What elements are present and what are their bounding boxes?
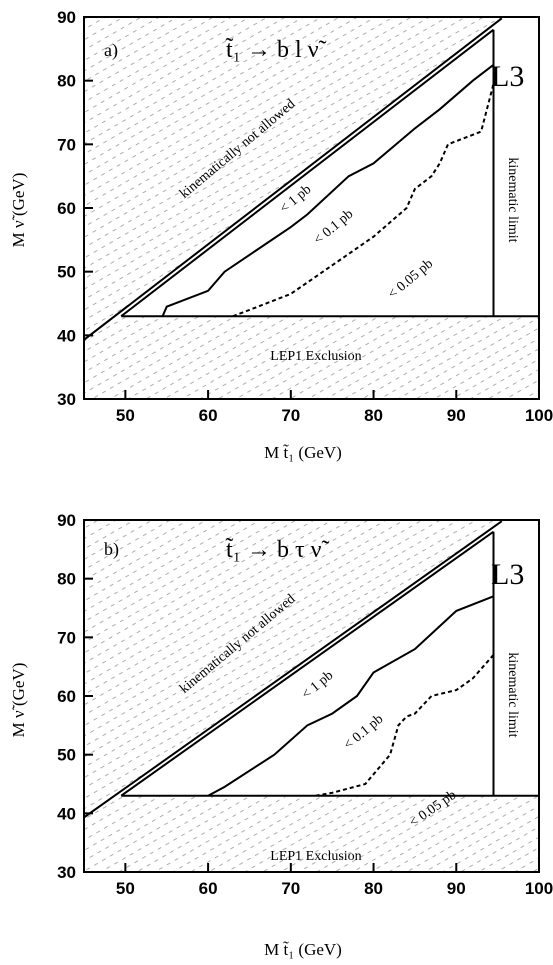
- lep1-exclusion-label: LEP1 Exclusion: [270, 349, 361, 364]
- x-tick-label: 90: [447, 879, 466, 898]
- y-axis-ticks: 30 40 50 60 70 80 90: [57, 511, 93, 882]
- x-tick-label: 60: [199, 879, 218, 898]
- x-axis-ticks: 50 60 70 80 90 100: [116, 863, 553, 898]
- reaction-label: t̃₁ → b τ ν̃: [225, 537, 329, 563]
- x-tick-label: 50: [116, 406, 135, 425]
- cross-section-0.1pb-line: [315, 654, 495, 797]
- cross-section-1pb-line: [161, 64, 495, 317]
- kinematic-boundary-outer: [84, 17, 503, 341]
- y-tick-label: 90: [57, 511, 76, 530]
- y-tick-label: 80: [57, 72, 76, 91]
- y-tick-label: 90: [57, 8, 76, 27]
- x-tick-label: 80: [364, 879, 383, 898]
- y-tick-label: 30: [57, 390, 76, 409]
- cross-section-0.1pb-line: [232, 83, 495, 318]
- kinematic-boundary-inner: [120, 530, 495, 797]
- y-tick-label: 50: [57, 263, 76, 282]
- lep1-excluded-region: [84, 795, 539, 872]
- x-axis-ticks: 50 60 70 80 90 100: [116, 390, 553, 425]
- cross-section-1pb-line: [207, 595, 494, 797]
- x-tick-label: 90: [447, 406, 466, 425]
- y-tick-label: 60: [57, 687, 76, 706]
- x-tick-label: 70: [281, 406, 300, 425]
- panel-b: 50 60 70 80 90 100 30 40 50 60 70 80 90 b) t̃₁ → b …: [9, 511, 553, 959]
- y-tick-label: 70: [57, 628, 76, 647]
- panel-letter: b): [104, 539, 119, 560]
- x-tick-label: 70: [281, 879, 300, 898]
- x-tick-label: 80: [364, 406, 383, 425]
- curve-label-0.05pb: < 0.05 pb: [385, 256, 436, 302]
- l3-logo: L3: [491, 558, 524, 591]
- y-tick-label: 50: [57, 746, 76, 765]
- panel-letter: a): [104, 40, 118, 61]
- l3-logo: L3: [491, 60, 524, 93]
- lep1-excluded-region: [84, 316, 539, 399]
- reaction-label: t̃₁ → b l ν̃: [225, 37, 326, 63]
- curve-label-0.1pb: < 0.1 pb: [311, 207, 356, 248]
- lep1-exclusion-label: LEP1 Exclusion: [270, 849, 361, 864]
- y-axis-label: M ν̃ (GeV): [9, 173, 28, 248]
- kinematic-limit-label: kinematic limit: [505, 652, 520, 737]
- kinematic-boundary-outer: [84, 520, 503, 819]
- y-axis-ticks: 30 40 50 60 70 80 90: [57, 8, 93, 409]
- y-tick-label: 70: [57, 135, 76, 154]
- x-axis-label: M t̃₁ (GeV): [264, 443, 342, 462]
- x-axis-label: M t̃₁ (GeV): [264, 940, 342, 959]
- y-tick-label: 60: [57, 199, 76, 218]
- y-axis-label: M ν̃ (GeV): [9, 663, 28, 738]
- kinematic-limit-label: kinematic limit: [505, 157, 520, 242]
- curve-label-0.1pb: < 0.1 pb: [341, 712, 386, 753]
- y-tick-label: 30: [57, 863, 76, 882]
- x-tick-label: 100: [525, 406, 553, 425]
- y-tick-label: 80: [57, 570, 76, 589]
- kinematic-boundary-inner: [120, 28, 495, 317]
- curve-label-1pb: < 1 pb: [299, 668, 336, 703]
- x-tick-label: 100: [525, 879, 553, 898]
- y-tick-label: 40: [57, 804, 76, 823]
- panel-a: 50 60 70 80 90 100 30 40 50 60 70 80 90 a) t̃₁ → b …: [9, 8, 553, 462]
- x-tick-label: 50: [116, 879, 135, 898]
- y-tick-label: 40: [57, 326, 76, 345]
- x-tick-label: 60: [199, 406, 218, 425]
